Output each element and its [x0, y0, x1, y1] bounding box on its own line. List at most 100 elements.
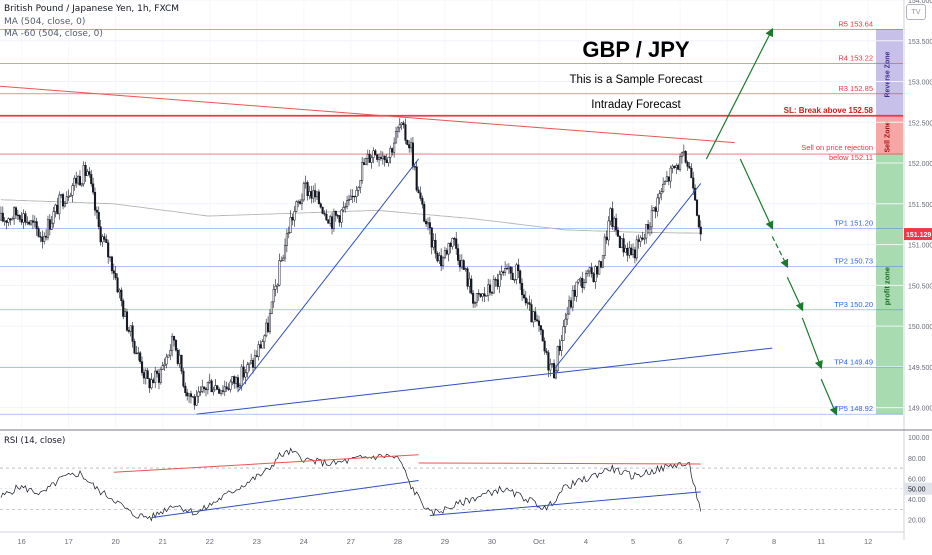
- candle-body: [193, 396, 196, 406]
- candle-body: [556, 346, 559, 372]
- candle-body: [231, 376, 234, 383]
- ma-60-legend[interactable]: MA -60 (504, close, 0): [4, 29, 103, 39]
- candle-body: [609, 208, 612, 222]
- candle-body: [246, 364, 249, 374]
- candle-body: [524, 297, 527, 304]
- candle-body: [673, 165, 676, 168]
- candle-body: [583, 282, 586, 288]
- target-label-tp1: TP1 151.20: [834, 218, 873, 227]
- candle-body: [635, 239, 638, 259]
- candle-body: [449, 243, 452, 247]
- tradingview-logo: TV: [906, 4, 926, 20]
- candle-body: [430, 227, 433, 248]
- candle-body: [216, 385, 219, 390]
- candle-body: [101, 236, 104, 243]
- candle-body: [669, 167, 672, 182]
- candle-body: [650, 210, 653, 228]
- candle-body: [218, 388, 221, 394]
- time-tick-label: 27: [347, 537, 355, 546]
- candle-body: [389, 148, 392, 158]
- candle-body: [428, 222, 431, 228]
- candle-body: [460, 260, 463, 268]
- time-tick-label: 28: [394, 537, 402, 546]
- candle-body: [221, 390, 224, 392]
- candle-body: [278, 260, 281, 286]
- candle-body: [483, 293, 486, 297]
- chart-symbol-title[interactable]: British Pound / Japanese Yen, 1h, FXCM: [4, 4, 180, 14]
- candle-body: [520, 282, 524, 295]
- candle-body: [532, 311, 535, 323]
- candle-body: [466, 268, 469, 287]
- candle-body: [133, 341, 136, 354]
- price-tick-label: 151.000: [908, 243, 932, 250]
- candle-body: [613, 218, 616, 227]
- candle-body: [336, 215, 339, 217]
- candle-body: [152, 379, 155, 383]
- candle-body: [470, 278, 473, 294]
- price-tick-label: 150.000: [908, 324, 932, 331]
- trendline-rising-support: [237, 158, 419, 392]
- candle-body: [346, 200, 349, 208]
- candle-body: [494, 279, 497, 281]
- candle-body: [229, 381, 232, 390]
- candle-body: [327, 219, 330, 224]
- candle-body: [105, 239, 108, 243]
- candle-body: [605, 236, 608, 241]
- last-price-tag[interactable]: [904, 228, 932, 241]
- candle-body: [176, 349, 179, 364]
- trendline-rising-support: [555, 183, 702, 368]
- candle-body: [611, 208, 614, 227]
- candle-body: [568, 300, 571, 315]
- candle-body: [334, 210, 337, 216]
- candle-body: [383, 155, 386, 161]
- candle-body: [18, 215, 21, 220]
- candle-body: [73, 177, 76, 186]
- candle-body: [325, 213, 328, 221]
- candle-body: [99, 226, 102, 243]
- candle-body: [159, 369, 162, 383]
- candle-body: [699, 226, 702, 235]
- price-tick-label: 152.000: [908, 161, 932, 168]
- rsi-last-value-label: 50.00: [908, 487, 926, 494]
- candle-body: [206, 382, 209, 391]
- candle-body: [227, 388, 230, 390]
- time-tick-label: 6: [678, 537, 682, 546]
- candle-body: [156, 370, 159, 374]
- candle-body: [60, 194, 63, 196]
- candle-body: [37, 228, 40, 237]
- forecast-arrow-1: [705, 27, 774, 160]
- candle-body: [438, 255, 441, 262]
- candle-body: [584, 273, 588, 283]
- candle-body: [270, 301, 273, 314]
- candle-body: [110, 256, 113, 272]
- candle-body: [588, 267, 591, 272]
- sell-note-line1: Sell on price rejection: [801, 143, 873, 152]
- candle-body: [171, 335, 174, 351]
- candle-body: [259, 344, 262, 349]
- candle-body: [84, 165, 87, 176]
- candle-body: [210, 380, 213, 393]
- candle-body: [289, 217, 292, 233]
- candle-body: [317, 191, 320, 204]
- time-tick-label: 8: [772, 537, 776, 546]
- candle-body: [93, 192, 97, 211]
- candle-body: [265, 322, 268, 337]
- candle-body: [406, 140, 409, 145]
- level-label-r4: R4 153.22: [838, 54, 873, 63]
- ma-504-legend[interactable]: MA (504, close, 0): [4, 17, 86, 27]
- candle-body: [250, 360, 253, 364]
- candle-body: [618, 236, 621, 248]
- candle-body: [615, 218, 618, 231]
- time-tick-label: 22: [206, 537, 214, 546]
- candle-body: [314, 190, 317, 198]
- candle-body: [485, 295, 488, 297]
- candle-body: [223, 386, 226, 392]
- candle-body: [663, 181, 667, 185]
- candle-body: [654, 207, 657, 212]
- candle-body: [492, 279, 495, 294]
- candle-body: [174, 340, 177, 351]
- candle-body: [370, 157, 373, 163]
- candle-body: [238, 385, 241, 388]
- candle-body: [46, 219, 50, 238]
